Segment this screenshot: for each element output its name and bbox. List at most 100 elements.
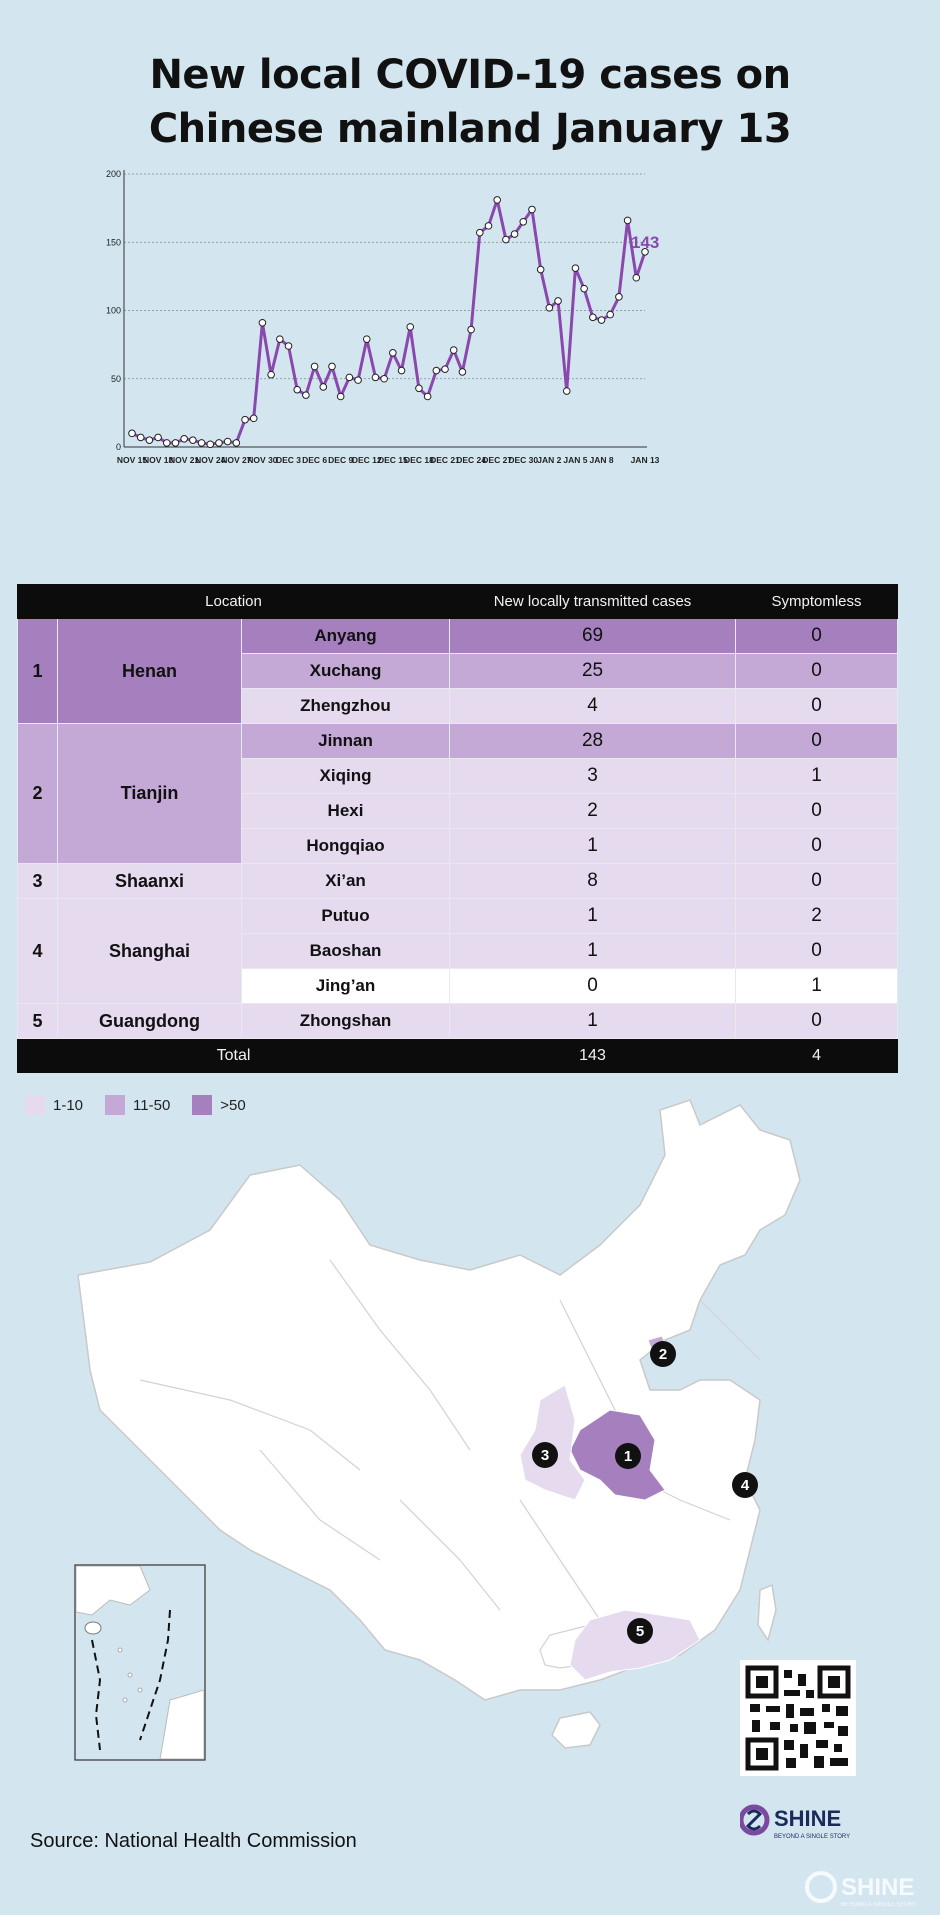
data-point: [128, 429, 136, 438]
x-tick-label: JAN 2: [537, 455, 561, 465]
data-point: [145, 436, 154, 444]
province-cell: Shaanxi: [57, 863, 242, 899]
data-point: [284, 342, 293, 350]
marker-2-label: 2: [659, 1346, 667, 1363]
data-point: [154, 433, 162, 442]
marker-5-label: 5: [636, 1623, 644, 1640]
symptomless-cell: 0: [735, 723, 899, 759]
data-point: [632, 273, 641, 282]
cases-cell: 0: [449, 968, 737, 1004]
cases-cell: 25: [449, 653, 737, 689]
south-china-sea-inset: [74, 1564, 206, 1761]
district-cell: Xi’an: [240, 863, 451, 899]
symptomless-cell: 1: [735, 758, 899, 794]
table-row: Zhengzhou 4 0: [18, 688, 899, 724]
data-point: [415, 384, 423, 393]
data-point: [519, 217, 528, 226]
x-tick-label: DEC 6: [302, 455, 327, 465]
x-tick-label: NOV 27: [221, 455, 252, 465]
data-point: [502, 235, 510, 244]
title-line-1: New local COVID-19 cases on: [149, 52, 791, 98]
watermark-tagline: BEYOND A SINGLE STORY: [841, 1902, 917, 1908]
y-tick-label: 0: [116, 442, 121, 452]
total-symptomless: 4: [735, 1038, 899, 1073]
symptomless-cell: 1: [735, 968, 899, 1004]
cases-cell: 28: [449, 723, 737, 759]
symptomless-cell: 0: [735, 793, 899, 829]
district-cell: Hexi: [240, 793, 451, 829]
symptomless-cell: 0: [735, 933, 899, 969]
map-legend: 1-10 11-50 >50: [25, 1095, 246, 1115]
data-point: [345, 373, 354, 382]
x-tick-label: DEC 21: [430, 455, 460, 465]
y-tick-label: 100: [106, 306, 121, 316]
x-tick-label: DEC 15: [378, 455, 408, 465]
x-tick-label: DEC 3: [276, 455, 301, 465]
data-point: [580, 284, 588, 293]
data-point: [276, 335, 284, 343]
map-marker-1: 1: [615, 1443, 641, 1469]
shine-logo: SHINE BEYOND A SINGLE STORY: [740, 1804, 850, 1840]
rank-cell: 3: [17, 863, 58, 899]
data-point: [267, 370, 275, 379]
data-point: [206, 440, 215, 449]
source-note: Source: National Health Commission: [30, 1830, 357, 1852]
data-point: [328, 362, 336, 371]
legend-label-mid: 11-50: [133, 1096, 171, 1114]
x-tick-label: DEC 9: [328, 455, 353, 465]
header-symptomless: Symptomless: [735, 584, 899, 619]
y-tick-label: 150: [106, 237, 121, 247]
symptomless-cell: 0: [735, 828, 899, 864]
data-point: [554, 297, 562, 305]
data-point: [258, 318, 267, 327]
symptomless-cell: 0: [735, 1003, 899, 1039]
symptomless-cell: 0: [735, 618, 899, 654]
data-point: [180, 435, 188, 443]
district-cell: Putuo: [240, 898, 451, 934]
cases-cell: 8: [449, 863, 737, 899]
data-point: [562, 387, 571, 395]
title-line-2: Chinese mainland January 13: [148, 106, 792, 152]
data-point: [310, 362, 319, 371]
data-point: [589, 313, 597, 322]
province-cell: Henan: [57, 618, 242, 724]
symptomless-cell: 2: [735, 898, 899, 934]
data-point: [371, 373, 380, 382]
header-location: Location: [16, 584, 451, 619]
cases-table: Location New locally transmitted cases S…: [16, 584, 899, 1073]
data-point: [162, 439, 171, 447]
qr-code: [740, 1660, 856, 1776]
data-point: [197, 439, 206, 447]
table-row: 3 Shaanxi Xi’an 8 0: [17, 863, 899, 899]
page-title: New local COVID-19 cases on Chinese main…: [0, 48, 940, 156]
cases-cell: 1: [449, 898, 737, 934]
data-point: [189, 436, 197, 444]
legend-item-mid: 11-50: [105, 1095, 170, 1115]
x-tick-label: JAN 8: [589, 455, 613, 465]
data-point: [432, 366, 441, 375]
mainland-outline: [77, 1099, 801, 1701]
data-point: [362, 335, 371, 343]
data-point: [397, 366, 406, 375]
data-point: [615, 293, 623, 301]
data-point: [171, 439, 180, 447]
marker-4-label: 4: [741, 1477, 750, 1494]
table-row: 2 Tianjin Jinnan 28 0: [17, 723, 899, 864]
island-hainan: [551, 1711, 601, 1749]
x-tick-label: DEC 24: [456, 455, 486, 465]
table-row: Xuchang 25 0: [18, 653, 899, 689]
table-total-row: Total 143 4: [16, 1038, 899, 1073]
legend-swatch-high: [192, 1095, 213, 1115]
x-tick-label: NOV 15: [117, 455, 148, 465]
data-point: [641, 248, 649, 256]
map-marker-4: 4: [732, 1472, 758, 1498]
watermark-name: SHINE: [841, 1874, 914, 1901]
data-point: [441, 365, 449, 373]
island-taiwan: [757, 1583, 777, 1642]
province-cell: Guangdong: [57, 1003, 242, 1039]
cases-cell: 1: [449, 1003, 737, 1039]
data-point: [528, 205, 536, 214]
